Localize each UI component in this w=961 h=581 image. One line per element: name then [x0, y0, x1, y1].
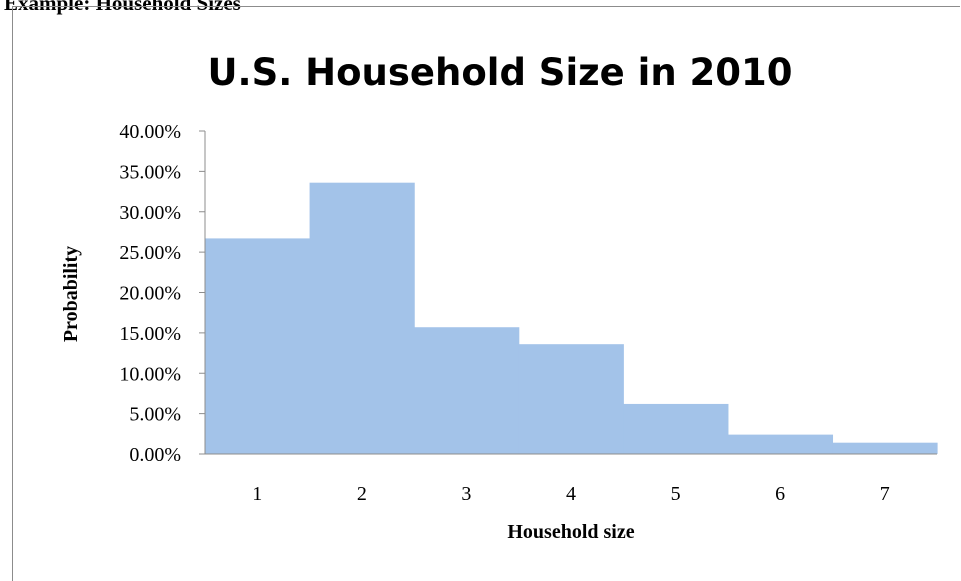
x-tick-label: 5: [671, 483, 681, 505]
bar-4: [518, 344, 624, 454]
chart-title: U.S. Household Size in 2010: [207, 51, 792, 94]
bar-2: [309, 182, 415, 454]
y-tick-label: 40.00%: [119, 121, 181, 143]
x-tick-label: 3: [461, 483, 471, 505]
bar-1: [205, 238, 311, 454]
chart-frame: [12, 6, 960, 581]
y-tick-label: 5.00%: [129, 404, 181, 426]
y-tick-label: 30.00%: [119, 202, 181, 224]
y-axis-title: Probability: [60, 246, 82, 342]
y-tick-label: 35.00%: [119, 161, 181, 183]
x-tick-label: 6: [775, 483, 785, 505]
x-tick-label: 4: [566, 483, 576, 505]
bar-3: [414, 327, 520, 454]
x-tick-label: 7: [880, 483, 890, 505]
x-tick-label: 1: [252, 483, 262, 505]
x-axis: 1 2 3 4 5 6 7: [205, 453, 937, 505]
y-tick-label: 15.00%: [119, 323, 181, 345]
bar-7: [832, 442, 938, 454]
y-tick-label: 10.00%: [119, 363, 181, 385]
document-heading: Example: Household Sizes: [4, 0, 241, 15]
y-tick-label: 0.00%: [129, 444, 181, 466]
bars-group: [205, 182, 938, 454]
y-tick-label: 20.00%: [119, 283, 181, 305]
y-tick-label: 25.00%: [119, 242, 181, 264]
x-tick-label: 2: [357, 483, 367, 505]
x-axis-title: Household size: [507, 521, 634, 543]
y-axis: 0.00% 5.00% 10.00% 15.00% 20.00% 25.00% 30.00%…: [119, 121, 206, 466]
bar-5: [623, 403, 729, 454]
bar-6: [727, 434, 834, 454]
